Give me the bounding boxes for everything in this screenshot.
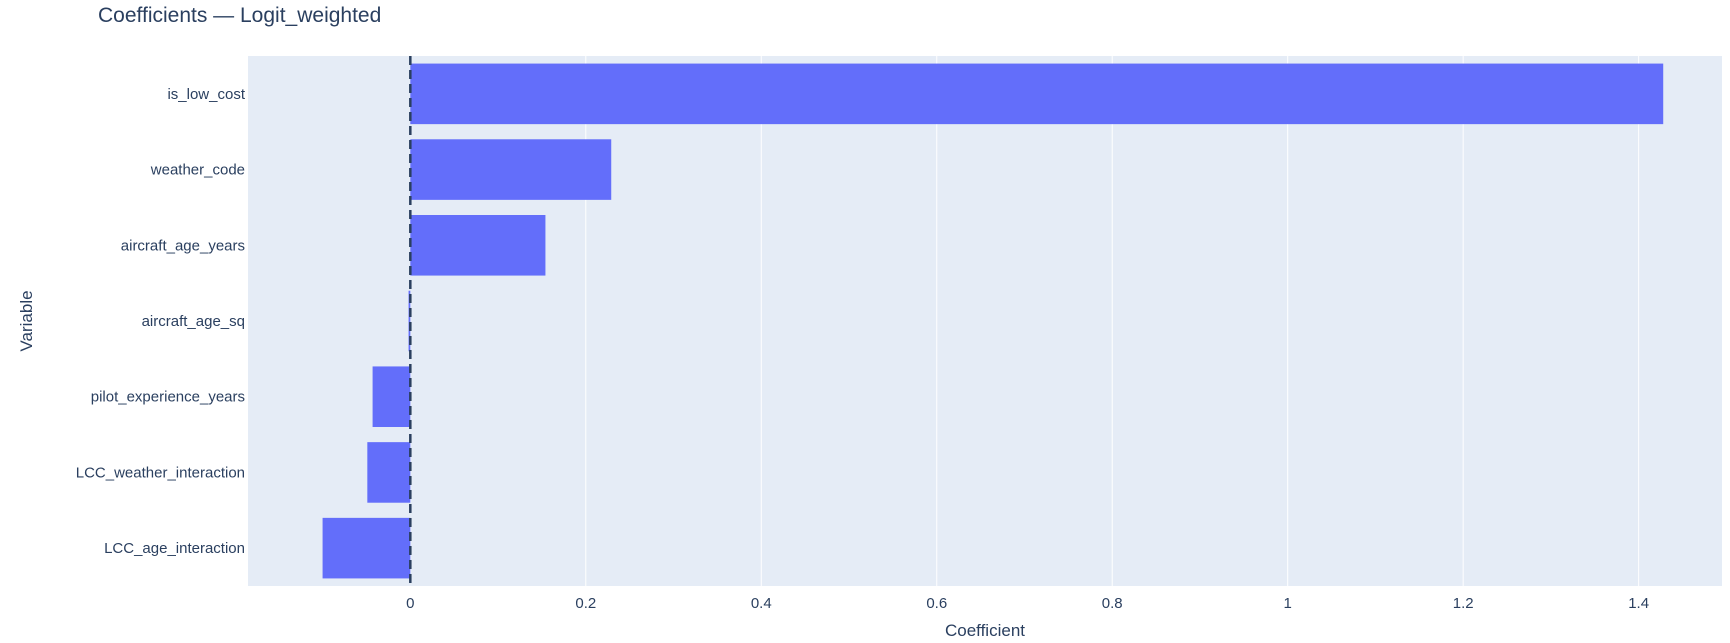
y-tick-label: aircraft_age_years xyxy=(121,237,245,254)
x-tick-label: 1.2 xyxy=(1453,595,1474,612)
x-tick-label: 0.2 xyxy=(575,595,596,612)
bar-LCC_weather_interaction xyxy=(367,442,411,503)
y-axis-title: Variable xyxy=(17,290,36,351)
x-axis-title: Coefficient xyxy=(945,621,1025,640)
bar-pilot_experience_years xyxy=(372,366,411,427)
y-tick-label: LCC_age_interaction xyxy=(104,540,245,557)
y-tick-label: LCC_weather_interaction xyxy=(76,464,245,481)
x-tick-label: 0.8 xyxy=(1102,595,1123,612)
x-tick-label: 0 xyxy=(406,595,414,612)
y-tick-label: is_low_cost xyxy=(167,86,245,103)
plot-area xyxy=(248,56,1722,586)
bar-weather_code xyxy=(410,139,612,200)
bar-aircraft_age_sq xyxy=(408,290,411,352)
x-tick-label: 0.6 xyxy=(926,595,947,612)
bar-aircraft_age_years xyxy=(410,215,546,276)
bar-LCC_age_interaction xyxy=(322,517,411,579)
y-tick-label: aircraft_age_sq xyxy=(142,313,245,330)
y-tick-label: weather_code xyxy=(150,162,245,179)
chart-title: Coefficients — Logit_weighted xyxy=(98,4,382,27)
x-tick-label: 1.4 xyxy=(1628,595,1649,612)
y-tick-label: pilot_experience_years xyxy=(91,389,245,406)
bar-is_low_cost xyxy=(410,63,1664,125)
x-tick-label: 0.4 xyxy=(751,595,772,612)
x-tick-label: 1 xyxy=(1284,595,1292,612)
